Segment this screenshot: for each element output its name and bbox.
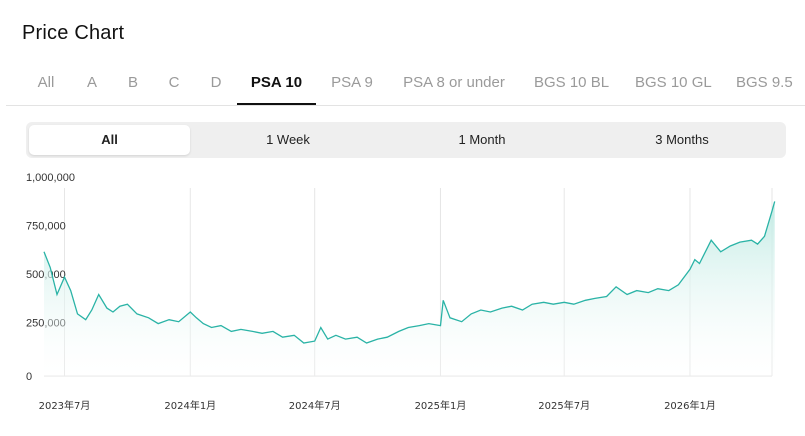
x-tick-label: 2024年7月 (289, 399, 341, 412)
x-tick-label: 2024年1月 (164, 399, 216, 412)
tab-psa-9[interactable]: PSA 9 (331, 74, 373, 91)
range-1-month-button[interactable]: 1 Month (458, 132, 506, 147)
grade-tab-bar: All A B C D PSA 10 PSA 9 PSA 8 or under … (6, 64, 805, 106)
x-tick-label: 2025年7月 (538, 399, 590, 412)
tab-bgs-10-gl[interactable]: BGS 10 GL (635, 74, 712, 91)
range-all-button[interactable]: All (29, 125, 190, 155)
y-tick-label: 0 (26, 371, 32, 383)
range-3-months-button[interactable]: 3 Months (655, 132, 709, 147)
tab-bgs-10-bl[interactable]: BGS 10 BL (534, 74, 610, 91)
tab-d[interactable]: D (210, 74, 222, 91)
tab-psa-8-or-under[interactable]: PSA 8 or under (403, 74, 505, 91)
x-tick-label: 2026年1月 (664, 399, 716, 412)
y-tick-label: 750,000 (26, 221, 66, 233)
tab-bgs-9-5[interactable]: BGS 9.5 (736, 74, 793, 91)
page-title: Price Chart (22, 22, 125, 44)
y-tick-label: 1,000,000 (26, 172, 75, 184)
tab-c[interactable]: C (168, 74, 180, 91)
tab-b[interactable]: B (127, 74, 138, 91)
x-tick-label: 2023年7月 (39, 399, 91, 412)
tab-all[interactable]: All (37, 74, 55, 91)
tab-psa-10[interactable]: PSA 10 (237, 74, 316, 105)
time-range-selector: All 1 Week 1 Month 3 Months (26, 122, 786, 158)
tab-a[interactable]: A (86, 74, 97, 91)
price-area-fill (44, 201, 775, 376)
range-1-week-button[interactable]: 1 Week (266, 132, 310, 147)
price-line (43, 201, 776, 344)
x-tick-label: 2025年1月 (415, 399, 467, 412)
